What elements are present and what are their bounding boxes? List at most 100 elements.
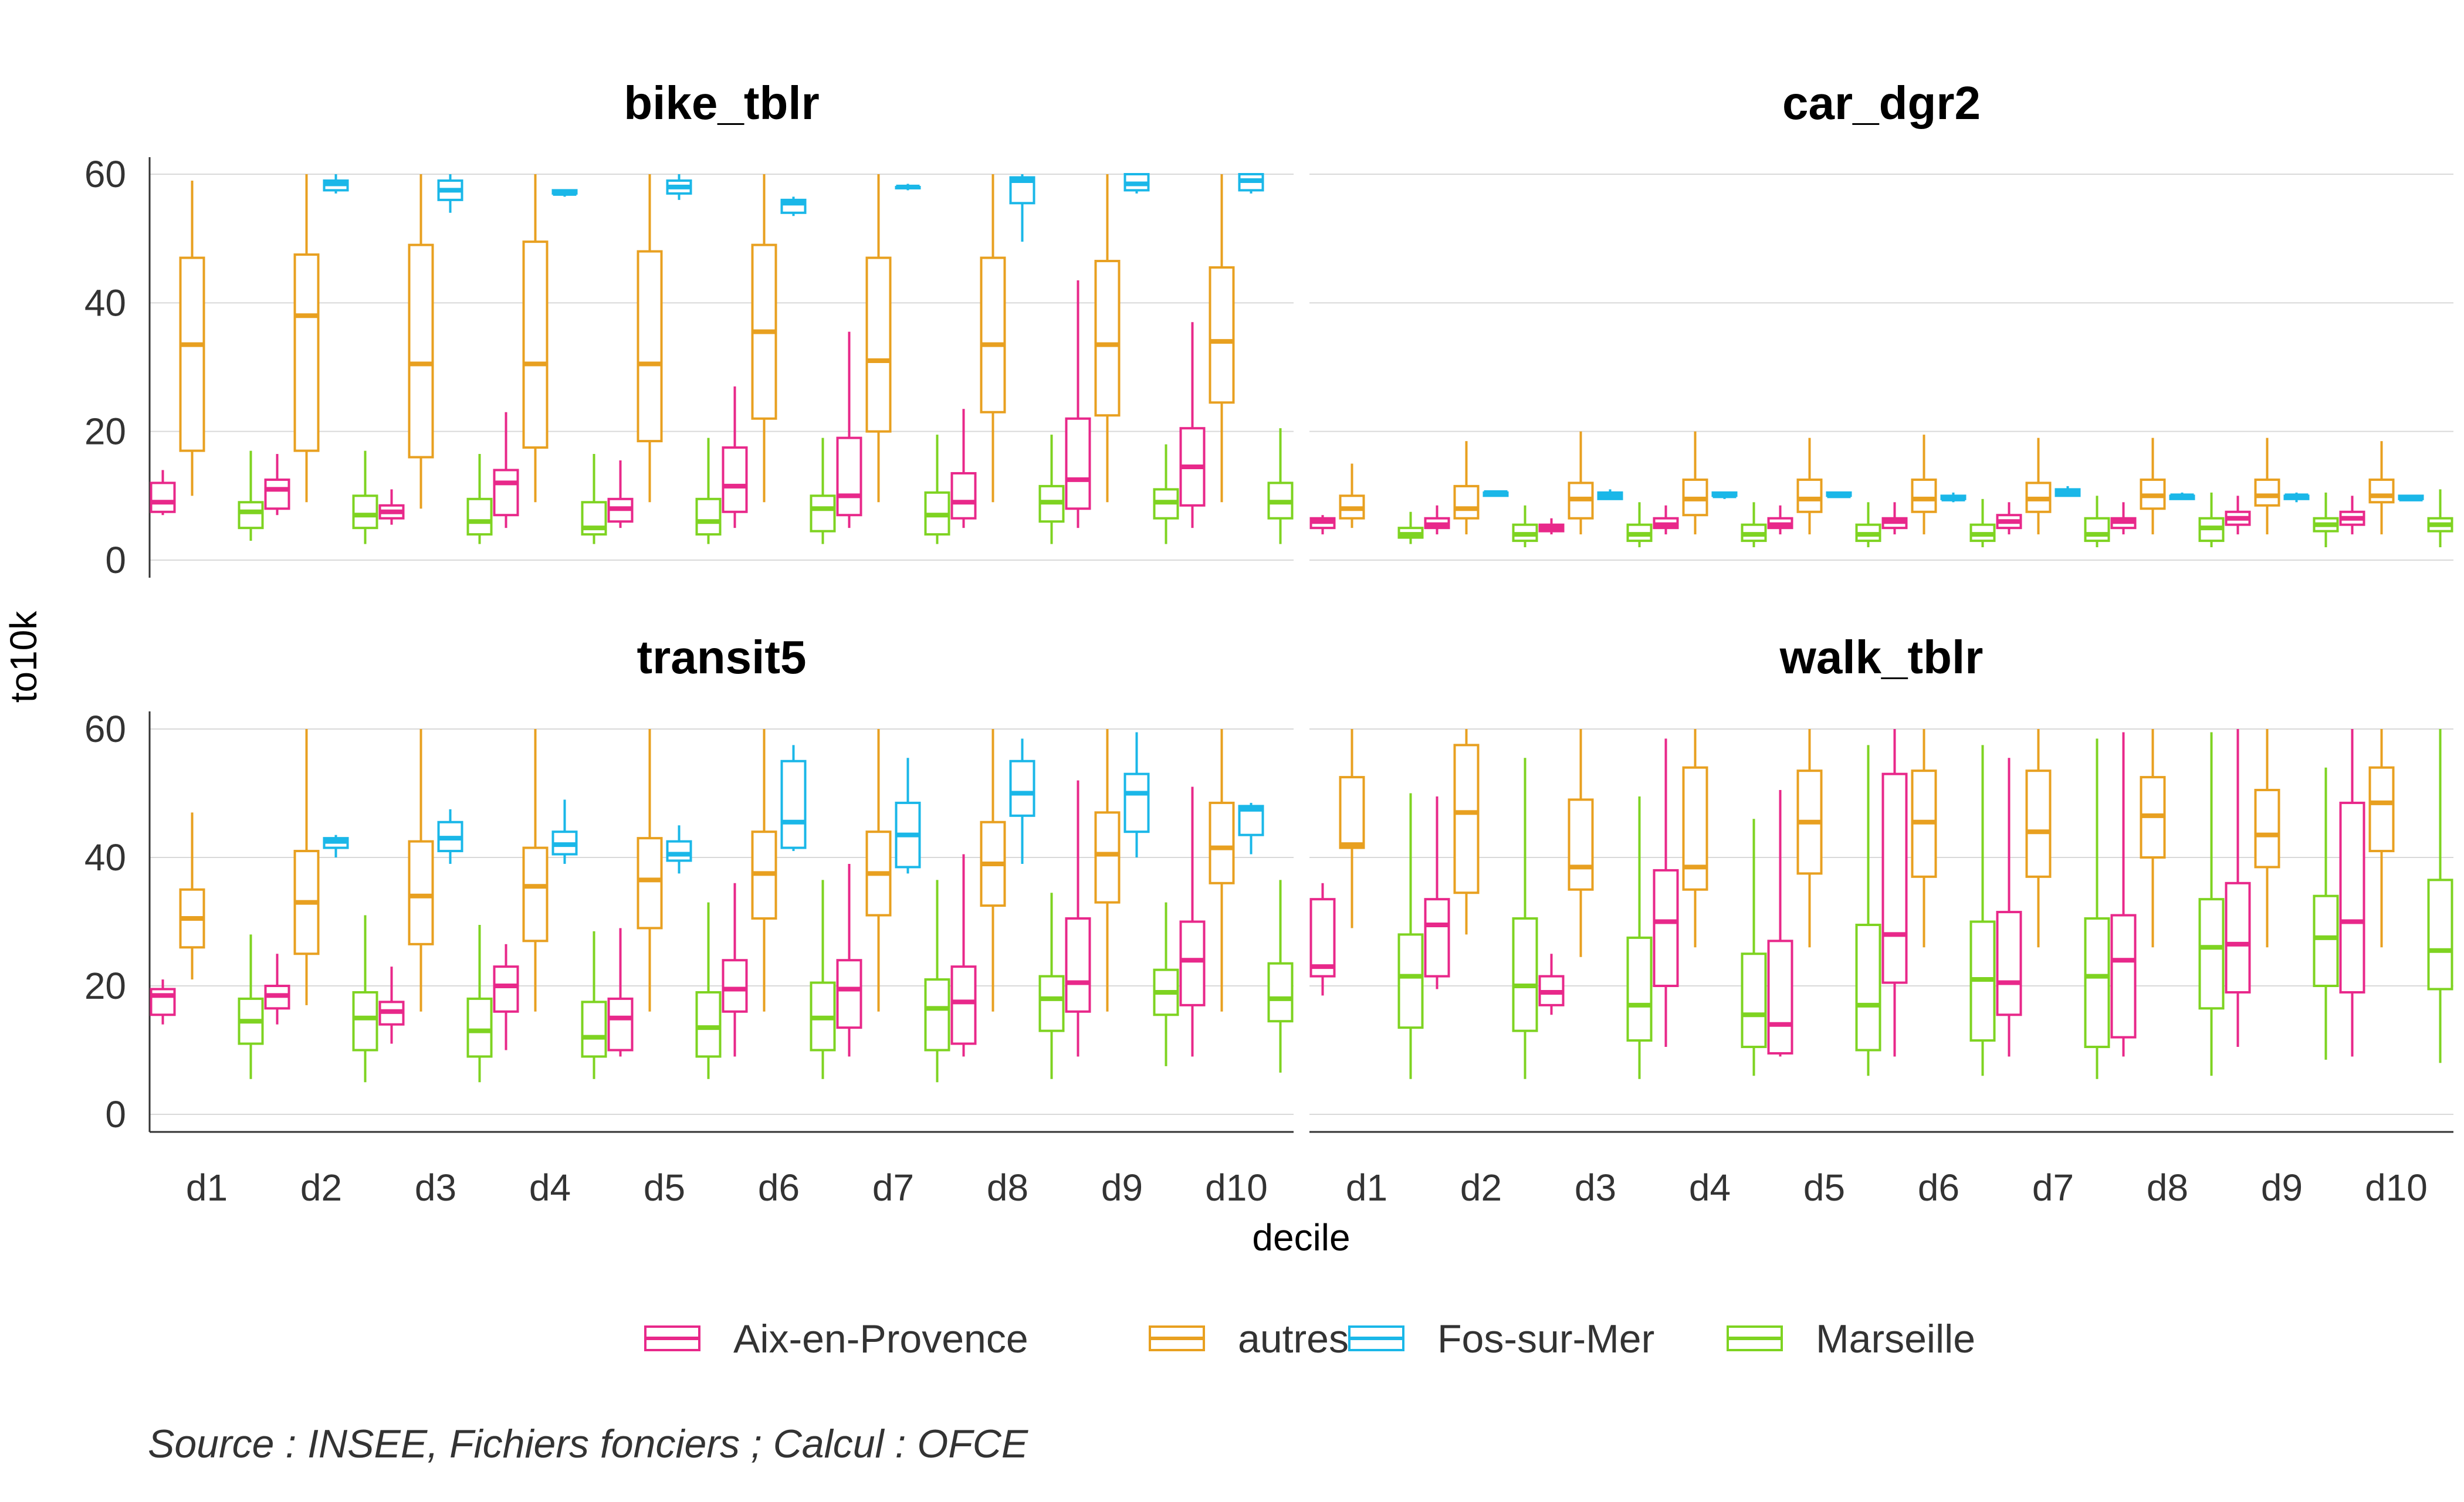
box-Aix-en-Provence-d3 <box>378 967 405 1044</box>
box-autres-d1 <box>1339 463 1365 528</box>
panel-transit5: transit5 0 20 40 60 d1 d2 d3 d4 d5 d6 d7 d8 d9 d10 <box>84 631 1294 1209</box>
box-Aix-en-Provence-d3 <box>1538 518 1565 535</box>
box-autres-d4 <box>522 174 549 503</box>
box-autres-d7 <box>865 174 892 503</box>
box-autres-d7 <box>2025 438 2052 535</box>
panel-car_dgr2: car_dgr2 <box>1309 77 2453 561</box>
box-Aix-en-Provence-d4 <box>493 944 519 1050</box>
box-autres-d8 <box>980 729 1006 1012</box>
y-axis-title: to10k <box>2 611 45 703</box>
box <box>1767 940 1793 1055</box>
box-Fos-sur-Mer-d10 <box>2398 494 2424 501</box>
box-autres-d8 <box>2140 438 2166 535</box>
x-tick-label: d4 <box>1689 1167 1731 1209</box>
box <box>722 446 748 513</box>
box-Marseille-d6 <box>810 438 836 544</box>
box-Fos-sur-Mer-d7 <box>895 758 921 874</box>
box-Aix-en-Provence-d5 <box>607 460 634 528</box>
box <box>1653 869 1679 988</box>
box-Fos-sur-Mer-d5 <box>666 825 692 874</box>
box-autres-d2 <box>1453 441 1480 535</box>
box-Marseille-d10 <box>1267 880 1294 1073</box>
box <box>352 991 378 1052</box>
box <box>2313 894 2339 987</box>
box-Aix-en-Provence-d5 <box>607 928 634 1057</box>
box-Marseille-d4 <box>1741 819 1767 1076</box>
box-Fos-sur-Mer-d3 <box>1597 489 1623 500</box>
box-autres-d5 <box>637 729 663 1012</box>
box <box>408 840 434 945</box>
box-Marseille-d1 <box>1397 793 1424 1079</box>
box <box>666 840 692 862</box>
box-Fos-sur-Mer-d10 <box>1238 802 1264 855</box>
box <box>950 472 977 520</box>
x-tick-label: d9 <box>1101 1167 1143 1209</box>
box-Aix-en-Provence-d9 <box>2225 729 2251 1047</box>
x-tick-label: d8 <box>2147 1167 2188 1209</box>
legend-item: Fos-sur-Mer <box>1348 1317 1654 1361</box>
box <box>2368 478 2395 504</box>
x-tick-label: d1 <box>1346 1167 1387 1209</box>
box <box>581 1001 607 1058</box>
box-autres-d2 <box>293 729 320 1005</box>
box-Aix-en-Provence-d8 <box>950 854 977 1057</box>
box-Aix-en-Provence-d9 <box>1065 780 1091 1057</box>
box-Marseille-d2 <box>352 450 378 544</box>
box-Marseille-d10 <box>2427 489 2453 548</box>
box-Marseille-d7 <box>2084 496 2110 548</box>
box-Aix-en-Provence-d8 <box>2110 502 2137 535</box>
box-autres-d8 <box>2140 729 2166 948</box>
box-Fos-sur-Mer-d5 <box>1826 491 1852 499</box>
x-tick-label: d10 <box>1205 1167 1268 1209</box>
box <box>1123 772 1150 833</box>
box-autres-d9 <box>2254 438 2280 535</box>
box-Aix-en-Provence-d9 <box>2225 496 2251 535</box>
box <box>2427 879 2453 991</box>
box-Fos-sur-Mer-d3 <box>437 174 463 213</box>
box-Marseille-d6 <box>810 880 836 1079</box>
box-Marseille-d8 <box>1038 893 1065 1079</box>
box-autres-d5 <box>1796 729 1823 948</box>
box-Aix-en-Provence-d5 <box>1767 505 1793 535</box>
box-autres-d1 <box>1339 729 1365 928</box>
box-Marseille-d3 <box>466 924 493 1083</box>
box <box>522 846 549 942</box>
box-Marseille-d3 <box>1626 502 1653 548</box>
box-Marseille-d9 <box>2313 492 2339 548</box>
x-tick-label: d3 <box>415 1167 456 1209</box>
x-tick-label: d6 <box>1918 1167 1959 1209</box>
box <box>2339 801 2365 994</box>
panel-title: bike_tblr <box>624 77 819 129</box>
legend-item: Marseille <box>1727 1317 1975 1361</box>
box <box>2025 769 2052 878</box>
box-Aix-en-Provence-d5 <box>1767 790 1793 1057</box>
box-Fos-sur-Mer-d9 <box>2283 492 2310 503</box>
box <box>1424 898 1450 978</box>
box-Marseille-d5 <box>695 902 722 1079</box>
box-Fos-sur-Mer-d4 <box>551 189 578 197</box>
box-Marseille-d5 <box>1855 745 1881 1076</box>
box-Aix-en-Provence-d10 <box>1179 786 1206 1057</box>
box-Fos-sur-Mer-d6 <box>780 745 807 852</box>
box <box>2225 881 2251 994</box>
box-Aix-en-Provence-d6 <box>722 386 748 528</box>
box-Aix-en-Provence-d1 <box>150 470 176 516</box>
box-Aix-en-Provence-d6 <box>722 883 748 1057</box>
box <box>1996 911 2022 1016</box>
box-Fos-sur-Mer-d7 <box>895 184 921 191</box>
box-Fos-sur-Mer-d7 <box>2055 486 2081 497</box>
box-Fos-sur-Mer-d8 <box>1009 174 1035 242</box>
x-tick-label: d2 <box>300 1167 342 1209</box>
box <box>637 250 663 443</box>
box-autres-d8 <box>980 174 1006 503</box>
box-autres-d4 <box>522 729 549 1012</box>
x-axis-title: decile <box>1252 1216 1350 1259</box>
box <box>1453 744 1480 894</box>
source-caption: Source : INSEE, Fichiers fonciers ; Calc… <box>148 1422 1028 1466</box>
box <box>150 988 176 1016</box>
box-autres-d6 <box>1911 435 1937 535</box>
box-Marseille-d3 <box>1626 796 1653 1079</box>
box-Aix-en-Provence-d8 <box>950 409 977 528</box>
box-Fos-sur-Mer-d9 <box>1123 732 1150 857</box>
box-Fos-sur-Mer-d2 <box>323 174 349 194</box>
